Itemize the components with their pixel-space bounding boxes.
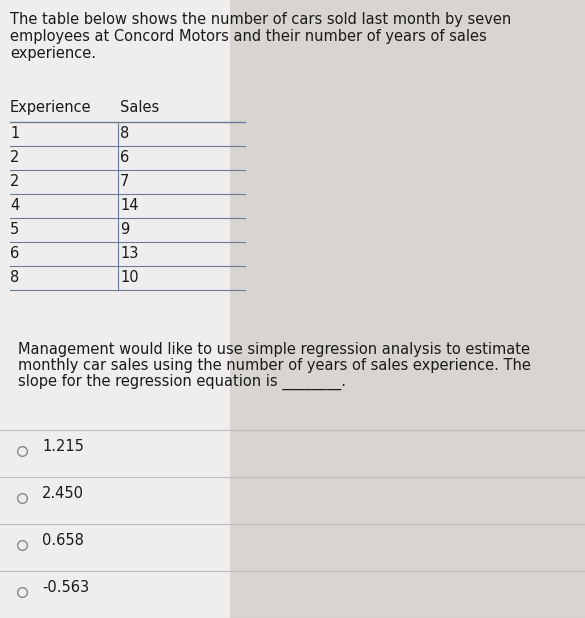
Text: 5: 5 (10, 222, 19, 237)
Text: 2: 2 (10, 150, 19, 165)
Text: 6: 6 (10, 246, 19, 261)
Text: 1.215: 1.215 (42, 439, 84, 454)
Text: 13: 13 (120, 246, 139, 261)
Text: 8: 8 (10, 270, 19, 285)
Text: 2: 2 (10, 174, 19, 189)
Text: 0.658: 0.658 (42, 533, 84, 548)
Text: employees at Concord Motors and their number of years of sales: employees at Concord Motors and their nu… (10, 29, 487, 44)
Text: 7: 7 (120, 174, 129, 189)
Text: experience.: experience. (10, 46, 96, 61)
Text: monthly car sales using the number of years of sales experience. The: monthly car sales using the number of ye… (18, 358, 531, 373)
Text: 1: 1 (10, 126, 19, 141)
Text: 8: 8 (120, 126, 129, 141)
Text: 10: 10 (120, 270, 139, 285)
Text: 9: 9 (120, 222, 129, 237)
Text: The table below shows the number of cars sold last month by seven: The table below shows the number of cars… (10, 12, 511, 27)
Text: 4: 4 (10, 198, 19, 213)
Text: 14: 14 (120, 198, 139, 213)
Text: Experience: Experience (10, 100, 92, 115)
Text: Sales: Sales (120, 100, 159, 115)
Text: 6: 6 (120, 150, 129, 165)
Text: -0.563: -0.563 (42, 580, 89, 595)
Text: slope for the regression equation is ________.: slope for the regression equation is ___… (18, 374, 346, 390)
Bar (230, 0, 585, 618)
Text: 2.450: 2.450 (42, 486, 84, 501)
Text: Management would like to use simple regression analysis to estimate: Management would like to use simple regr… (18, 342, 530, 357)
